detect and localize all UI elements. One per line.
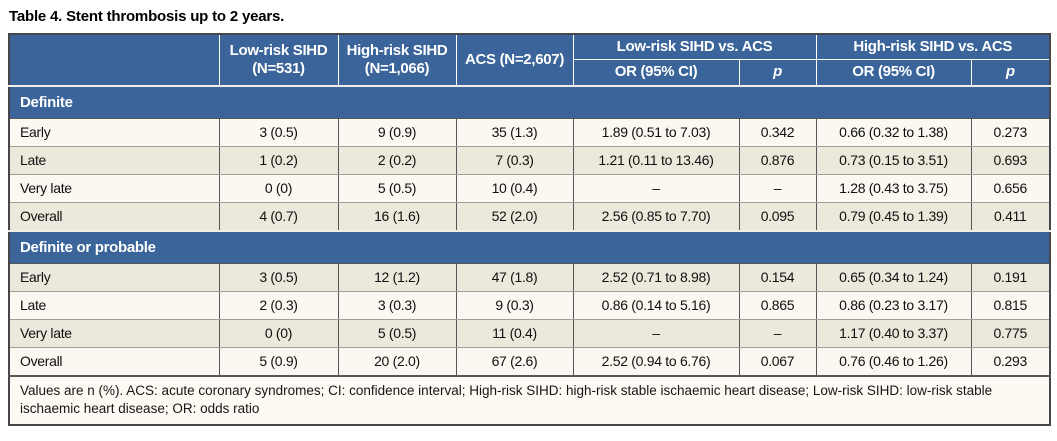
table-cell: 9 (0.3) xyxy=(455,291,574,320)
row-label: Overall xyxy=(8,347,220,377)
row-label: Early xyxy=(8,263,220,292)
corner-cell xyxy=(8,33,220,87)
table-cell: 3 (0.3) xyxy=(337,291,457,320)
table-footer: Values are n (%). ACS: acute coronary sy… xyxy=(9,374,1050,425)
table-cell: 0.095 xyxy=(738,202,817,232)
row-label: Early xyxy=(8,118,220,147)
table-cell: 1.17 (0.40 to 3.37) xyxy=(815,319,972,348)
table-cell: 5 (0.9) xyxy=(218,347,339,377)
table-cell: 0 (0) xyxy=(218,174,339,203)
row-label: Very late xyxy=(8,319,220,348)
table-cell: 0.79 (0.45 to 1.39) xyxy=(815,202,972,232)
table-cell: 0 (0) xyxy=(218,319,339,348)
table-cell: 2.52 (0.71 to 8.98) xyxy=(572,263,740,292)
table-cell: 3 (0.5) xyxy=(218,118,339,147)
table-cell: 0.65 (0.34 to 1.24) xyxy=(815,263,972,292)
table-row: Very late 0 (0) 5 (0.5) 11 (0.4) – –1.17 (0.4… xyxy=(8,319,1051,348)
table-cell: 0.411 xyxy=(970,202,1051,232)
table-cell: 1.21 (0.11 to 13.46) xyxy=(572,146,740,175)
table-cell: 9 (0.9) xyxy=(337,118,457,147)
table-cell: 0.876 xyxy=(738,146,817,175)
table-cell: 20 (2.0) xyxy=(337,347,457,377)
table-row: Late 2 (0.3) 3 (0.3) 9 (0.3) 0.86 (0.14 to 5… xyxy=(8,291,1051,320)
table-cell: 7 (0.3) xyxy=(455,146,574,175)
row-label: Late xyxy=(8,291,220,320)
table-cell: 3 (0.5) xyxy=(218,263,339,292)
table-cell: 0.815 xyxy=(970,291,1051,320)
table-cell: 52 (2.0) xyxy=(455,202,574,232)
stent-thrombosis-table: Low-risk SIHD (N=531) High-risk SIHD (N=… xyxy=(8,33,1051,426)
table-row: Very late 0 (0) 5 (0.5) 10 (0.4) – –1.28 (0.4… xyxy=(8,174,1051,203)
table-cell: 1 (0.2) xyxy=(218,146,339,175)
table-cell: – xyxy=(738,319,817,348)
row-label: Overall xyxy=(8,202,220,232)
table-row: Early 3 (0.5) 9 (0.9) 35 (1.3) 1.89 (0.51 to… xyxy=(8,118,1051,147)
column-header-low-risk-sihd: Low-risk SIHD (N=531) xyxy=(218,33,339,87)
table-cell: 2.52 (0.94 to 6.76) xyxy=(572,347,740,377)
table-cell: 0.273 xyxy=(970,118,1051,147)
table-cell: 0.656 xyxy=(970,174,1051,203)
column-header-high-risk-sihd: High-risk SIHD (N=1,066) xyxy=(337,33,457,87)
table-cell: 47 (1.8) xyxy=(455,263,574,292)
column-header-line: (N=1,066) xyxy=(364,59,430,77)
footnote: Values are n (%). ACS: acute coronary sy… xyxy=(9,374,1050,425)
row-label: Late xyxy=(8,146,220,175)
table-cell: 0.693 xyxy=(970,146,1051,175)
table-cell: 0.865 xyxy=(738,291,817,320)
table-cell: – xyxy=(738,174,817,203)
section-label: Definite xyxy=(9,84,1050,119)
table-cell: 16 (1.6) xyxy=(337,202,457,232)
column-header-p-high: p xyxy=(970,59,1051,87)
table-cell: 0.66 (0.32 to 1.38) xyxy=(815,118,972,147)
column-header-line: (N=531) xyxy=(252,59,305,77)
page: Table 4. Stent thrombosis up to 2 years.… xyxy=(8,8,1051,426)
table-cell: 2 (0.3) xyxy=(218,291,339,320)
table-cell: 0.86 (0.14 to 5.16) xyxy=(572,291,740,320)
section-header-row: Definite xyxy=(9,84,1050,119)
table-cell: 0.191 xyxy=(970,263,1051,292)
table-cell: 0.067 xyxy=(738,347,817,377)
table-cell: 1.28 (0.43 to 3.75) xyxy=(815,174,972,203)
table-cell: 67 (2.6) xyxy=(455,347,574,377)
table-cell: 0.775 xyxy=(970,319,1051,348)
column-header-line: High-risk SIHD xyxy=(346,41,448,59)
table-cell: 5 (0.5) xyxy=(337,319,457,348)
column-header-or-high: OR (95% CI) xyxy=(815,59,972,87)
section-header-row: Definite or probable xyxy=(9,229,1050,264)
row-label: Very late xyxy=(8,174,220,203)
table-body: Definite Early 3 (0.5) 9 (0.9) 35 (1.3) 1.89 … xyxy=(8,84,1051,377)
table-row: Overall 4 (0.7) 16 (1.6) 52 (2.0) 2.56 (0.85… xyxy=(8,202,1051,232)
table-cell: 2 (0.2) xyxy=(337,146,457,175)
table-cell: 0.342 xyxy=(738,118,817,147)
group-header-low-risk-vs-acs: Low-risk SIHD vs. ACS xyxy=(572,33,817,61)
table-cell: 1.89 (0.51 to 7.03) xyxy=(572,118,740,147)
table-row: Overall 5 (0.9) 20 (2.0) 67 (2.6) 2.52 (0.94… xyxy=(8,347,1051,377)
table-cell: 12 (1.2) xyxy=(337,263,457,292)
table-title: Table 4. Stent thrombosis up to 2 years. xyxy=(9,8,285,25)
table-cell: 0.86 (0.23 to 3.17) xyxy=(815,291,972,320)
table-cell: 5 (0.5) xyxy=(337,174,457,203)
column-header-line: Low-risk SIHD xyxy=(229,41,328,59)
table-cell: 2.56 (0.85 to 7.70) xyxy=(572,202,740,232)
section-label: Definite or probable xyxy=(9,229,1050,264)
table-cell: 0.73 (0.15 to 3.51) xyxy=(815,146,972,175)
table-cell: 4 (0.7) xyxy=(218,202,339,232)
table-row: Late 1 (0.2) 2 (0.2) 7 (0.3) 1.21 (0.11 to 1… xyxy=(8,146,1051,175)
table-row: Early 3 (0.5) 12 (1.2) 47 (1.8) 2.52 (0.71 t… xyxy=(8,263,1051,292)
table-cell: 0.293 xyxy=(970,347,1051,377)
column-header-acs: ACS (N=2,607) xyxy=(455,33,574,87)
table-cell: 0.154 xyxy=(738,263,817,292)
table-cell: 10 (0.4) xyxy=(455,174,574,203)
group-header-high-risk-vs-acs: High-risk SIHD vs. ACS xyxy=(815,33,1051,61)
table-cell: – xyxy=(572,319,740,348)
table-cell: 35 (1.3) xyxy=(455,118,574,147)
table-cell: 11 (0.4) xyxy=(455,319,574,348)
column-header-or-low: OR (95% CI) xyxy=(572,59,740,87)
table-cell: 0.76 (0.46 to 1.26) xyxy=(815,347,972,377)
table-cell: – xyxy=(572,174,740,203)
table-header: Low-risk SIHD (N=531) High-risk SIHD (N=… xyxy=(8,33,1051,87)
column-header-p-low: p xyxy=(738,59,817,87)
